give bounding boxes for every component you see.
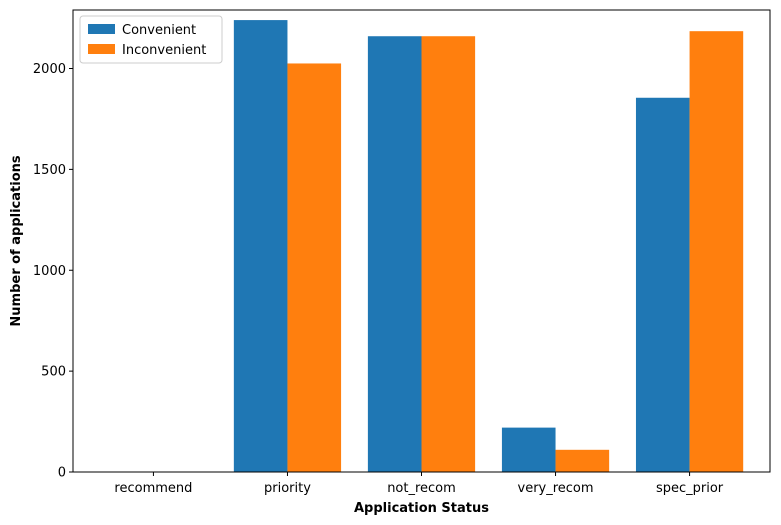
y-tick-label: 0 (58, 466, 66, 481)
legend: Convenient Inconvenient (79, 15, 223, 64)
legend-label-convenient: Convenient (122, 23, 196, 38)
bar-inconvenient-spec_prior (689, 31, 744, 472)
x-tick-label: priority (264, 481, 311, 496)
legend-box (79, 15, 223, 64)
y-tick-label: 1000 (33, 264, 66, 279)
y-tick-label: 2000 (33, 62, 66, 77)
x-axis: recommend priority not_recom very_recom spec… (114, 472, 724, 496)
y-tick-label: 500 (41, 365, 66, 380)
bars (99, 20, 744, 472)
x-tick-label: spec_prior (656, 481, 724, 496)
legend-label-inconvenient: Inconvenient (122, 43, 206, 58)
bar-inconvenient-priority (287, 63, 342, 472)
bar-convenient-priority (233, 20, 288, 472)
bar-inconvenient-very_recom (555, 449, 610, 472)
bar-convenient-spec_prior (635, 97, 690, 472)
y-axis-title: Number of applications (9, 155, 24, 326)
bar-convenient-not_recom (367, 36, 422, 472)
legend-swatch-inconvenient (88, 44, 115, 54)
bar-convenient-very_recom (501, 427, 556, 472)
x-tick-label: recommend (114, 481, 192, 496)
y-tick-label: 1500 (33, 163, 66, 178)
y-axis: 0 500 1000 1500 2000 (33, 62, 73, 481)
x-tick-label: very_recom (518, 481, 594, 496)
x-axis-title: Application Status (354, 501, 489, 516)
x-tick-label: not_recom (387, 481, 456, 496)
bar-inconvenient-not_recom (421, 36, 476, 472)
legend-swatch-convenient (88, 24, 115, 34)
